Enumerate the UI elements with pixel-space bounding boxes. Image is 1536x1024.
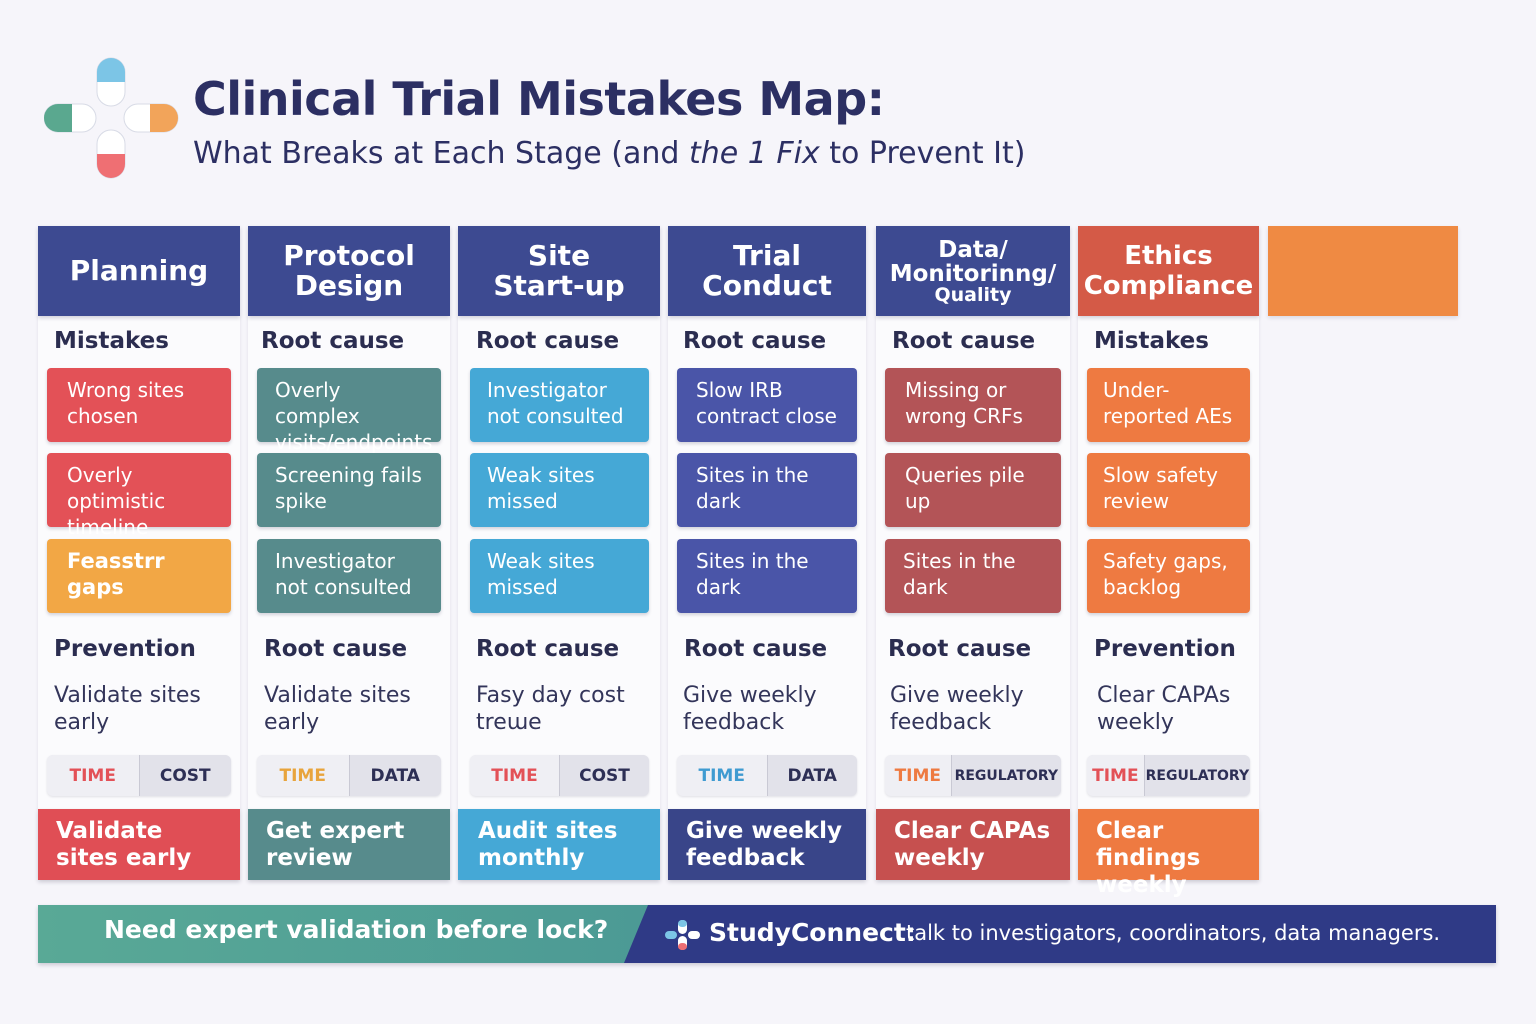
- stage-header: Protocol Design: [248, 226, 450, 316]
- page-subtitle: What Breaks at Each Stage (and the 1 Fix…: [193, 136, 1026, 171]
- fix-banner: Give weekly feedback: [668, 809, 866, 880]
- fix-banner: Audit sites monthly: [458, 809, 660, 880]
- issue-card: Weak sites missed: [470, 453, 649, 527]
- issue-card: Slow IRB contract close: [677, 368, 857, 442]
- impact-tag-time: TIME: [470, 755, 560, 796]
- stage-header: Trial Conduct: [668, 226, 866, 316]
- stage-header: Data/Monitorinng/Quality: [876, 226, 1070, 316]
- impact-tags: TIME DATA: [677, 755, 857, 796]
- stage-column-data-monitoring-quality: Data/Monitorinng/Quality Root cause Miss…: [876, 226, 1070, 880]
- impact-tag-time: TIME: [47, 755, 140, 796]
- stage-column-ethics-compliance: Ethics Compliance Mistakes Under-reported…: [1078, 226, 1259, 898]
- pill-cross-logo-icon: [44, 57, 179, 179]
- stage-column-planning: Planning Mistakes Wrong sites chosen Ove…: [38, 226, 240, 880]
- issue-card: Sites in the dark: [677, 539, 857, 613]
- section-label: Root cause: [888, 636, 1032, 662]
- fix-banner: Clear findings weekly: [1078, 809, 1259, 898]
- impact-tags: TIME DATA: [257, 755, 441, 796]
- section-label: Mistakes: [54, 328, 169, 354]
- impact-tags: TIME COST: [47, 755, 231, 796]
- cta-banner-left: [38, 905, 648, 963]
- issue-card: Investigator not consulted: [257, 539, 441, 613]
- issue-card: Overly complex visits/endpoints: [257, 368, 441, 454]
- impact-tag-secondary: REGULATORY: [951, 755, 1061, 796]
- cta-brand: StudyConnect:: [709, 918, 916, 947]
- stage-header: Planning: [38, 226, 240, 316]
- cta-question: Need expert validation before lock?: [104, 915, 609, 944]
- fix-banner: Get expert review: [248, 809, 450, 880]
- stage-column-trial-conduct: Trial Conduct Root cause Slow IRB contrac…: [668, 226, 866, 880]
- impact-tags: TIME REGULATORY: [885, 755, 1061, 796]
- prevention-text: Give weekly feedback: [683, 683, 817, 735]
- issue-card: Overly optimistic timeline: [47, 453, 231, 539]
- cta-banner: Need expert validation before lock? Stud…: [38, 905, 1496, 963]
- issue-card: Under-reported AEs: [1087, 368, 1250, 442]
- studyconnect-logo-icon: [665, 920, 700, 950]
- impact-tags: TIME REGULATORY: [1087, 755, 1250, 796]
- issue-card: Screening fails spike: [257, 453, 441, 527]
- page-title: Clinical Trial Mistakes Map:: [193, 72, 885, 126]
- section-label: Prevention: [1094, 636, 1236, 662]
- section-label: Root cause: [683, 328, 827, 354]
- impact-tag-time: TIME: [1087, 755, 1145, 796]
- issue-card: Investigator not consulted: [470, 368, 649, 442]
- impact-tag-time: TIME: [885, 755, 952, 796]
- prevention-text: Validate sites early: [264, 683, 411, 735]
- issue-card: Queries pile up: [885, 453, 1061, 527]
- section-label: Root cause: [892, 328, 1036, 354]
- section-label: Root cause: [261, 328, 405, 354]
- section-label: Prevention: [54, 636, 196, 662]
- fix-banner: Validate sites early: [38, 809, 240, 880]
- stage-header: Site Start-up: [458, 226, 660, 316]
- prevention-text: Validate sites early: [54, 683, 201, 735]
- section-label: Root cause: [264, 636, 408, 662]
- prevention-text: Clear CAPAs weekly: [1097, 683, 1231, 735]
- impact-tag-secondary: COST: [560, 755, 649, 796]
- cta-banner-right: [624, 905, 1496, 963]
- issue-card: Missing or wrong CRFs: [885, 368, 1061, 442]
- section-label: Root cause: [476, 328, 620, 354]
- impact-tag-secondary: DATA: [349, 755, 441, 796]
- issue-card: Sites in the dark: [885, 539, 1061, 613]
- stage-header: Ethics Compliance: [1078, 226, 1259, 316]
- section-label: Root cause: [476, 636, 620, 662]
- issue-card: Wrong sites chosen: [47, 368, 231, 442]
- impact-tag-time: TIME: [677, 755, 768, 796]
- impact-tag-secondary: COST: [139, 755, 231, 796]
- stage-column-site-startup: Site Start-up Root cause Investigator not…: [458, 226, 660, 880]
- issue-card: Feasstrr gaps: [47, 539, 231, 613]
- fix-banner: Clear CAPAs weekly: [876, 809, 1070, 880]
- impact-tag-time: TIME: [257, 755, 350, 796]
- cta-description: talk to investigators, coordinators, dat…: [906, 921, 1441, 945]
- issue-card: Slow safety review: [1087, 453, 1250, 527]
- section-label: Root cause: [684, 636, 828, 662]
- section-label: Mistakes: [1094, 328, 1209, 354]
- issue-card: Weak sites missed: [470, 539, 649, 613]
- impact-tag-secondary: DATA: [767, 755, 857, 796]
- issue-card: Sites in the dark: [677, 453, 857, 527]
- impact-tags: TIME COST: [470, 755, 649, 796]
- stage-column-protocol-design: Protocol Design Root cause Overly complex…: [248, 226, 450, 880]
- issue-card: Safety gaps, backlog: [1087, 539, 1250, 613]
- prevention-text: Fasy day cost treɯe: [476, 683, 625, 735]
- empty-stage-header: [1268, 226, 1458, 316]
- impact-tag-secondary: REGULATORY: [1144, 755, 1250, 796]
- prevention-text: Give weekly feedback: [890, 683, 1024, 735]
